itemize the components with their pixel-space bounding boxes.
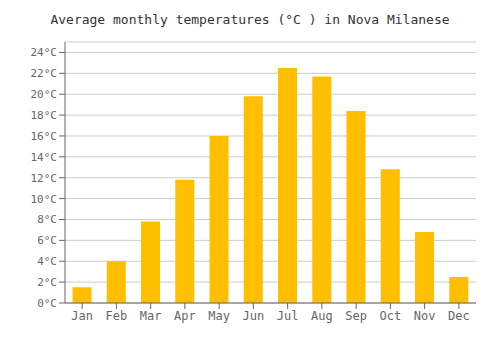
svg-text:20°C: 20°C bbox=[31, 88, 58, 101]
svg-text:Jan: Jan bbox=[71, 309, 93, 323]
svg-text:6°C: 6°C bbox=[37, 234, 57, 247]
svg-text:Oct: Oct bbox=[380, 309, 402, 323]
svg-text:Mar: Mar bbox=[140, 309, 162, 323]
svg-text:4°C: 4°C bbox=[37, 255, 57, 268]
svg-text:12°C: 12°C bbox=[31, 172, 58, 185]
svg-text:14°C: 14°C bbox=[31, 151, 58, 164]
svg-text:Jul: Jul bbox=[277, 309, 299, 323]
svg-text:Nov: Nov bbox=[414, 309, 436, 323]
svg-text:May: May bbox=[208, 309, 230, 323]
svg-text:8°C: 8°C bbox=[37, 213, 57, 226]
svg-text:18°C: 18°C bbox=[31, 109, 58, 122]
svg-text:10°C: 10°C bbox=[31, 193, 58, 206]
svg-text:Feb: Feb bbox=[106, 309, 128, 323]
svg-text:2°C: 2°C bbox=[37, 276, 57, 289]
svg-text:16°C: 16°C bbox=[31, 130, 58, 143]
svg-text:Aug: Aug bbox=[311, 309, 333, 323]
html-text:Average monthly temperatures (: Average monthly temperatures (°C ) in No… bbox=[50, 12, 450, 27]
svg-text:Dec: Dec bbox=[448, 309, 470, 323]
svg-text:Apr: Apr bbox=[174, 309, 196, 323]
svg-text:0°C: 0°C bbox=[37, 297, 57, 310]
svg-text:24°C: 24°C bbox=[31, 46, 58, 59]
svg-text:Jun: Jun bbox=[243, 309, 265, 323]
svg-text:22°C: 22°C bbox=[31, 67, 58, 80]
svg-text:Sep: Sep bbox=[345, 309, 367, 323]
